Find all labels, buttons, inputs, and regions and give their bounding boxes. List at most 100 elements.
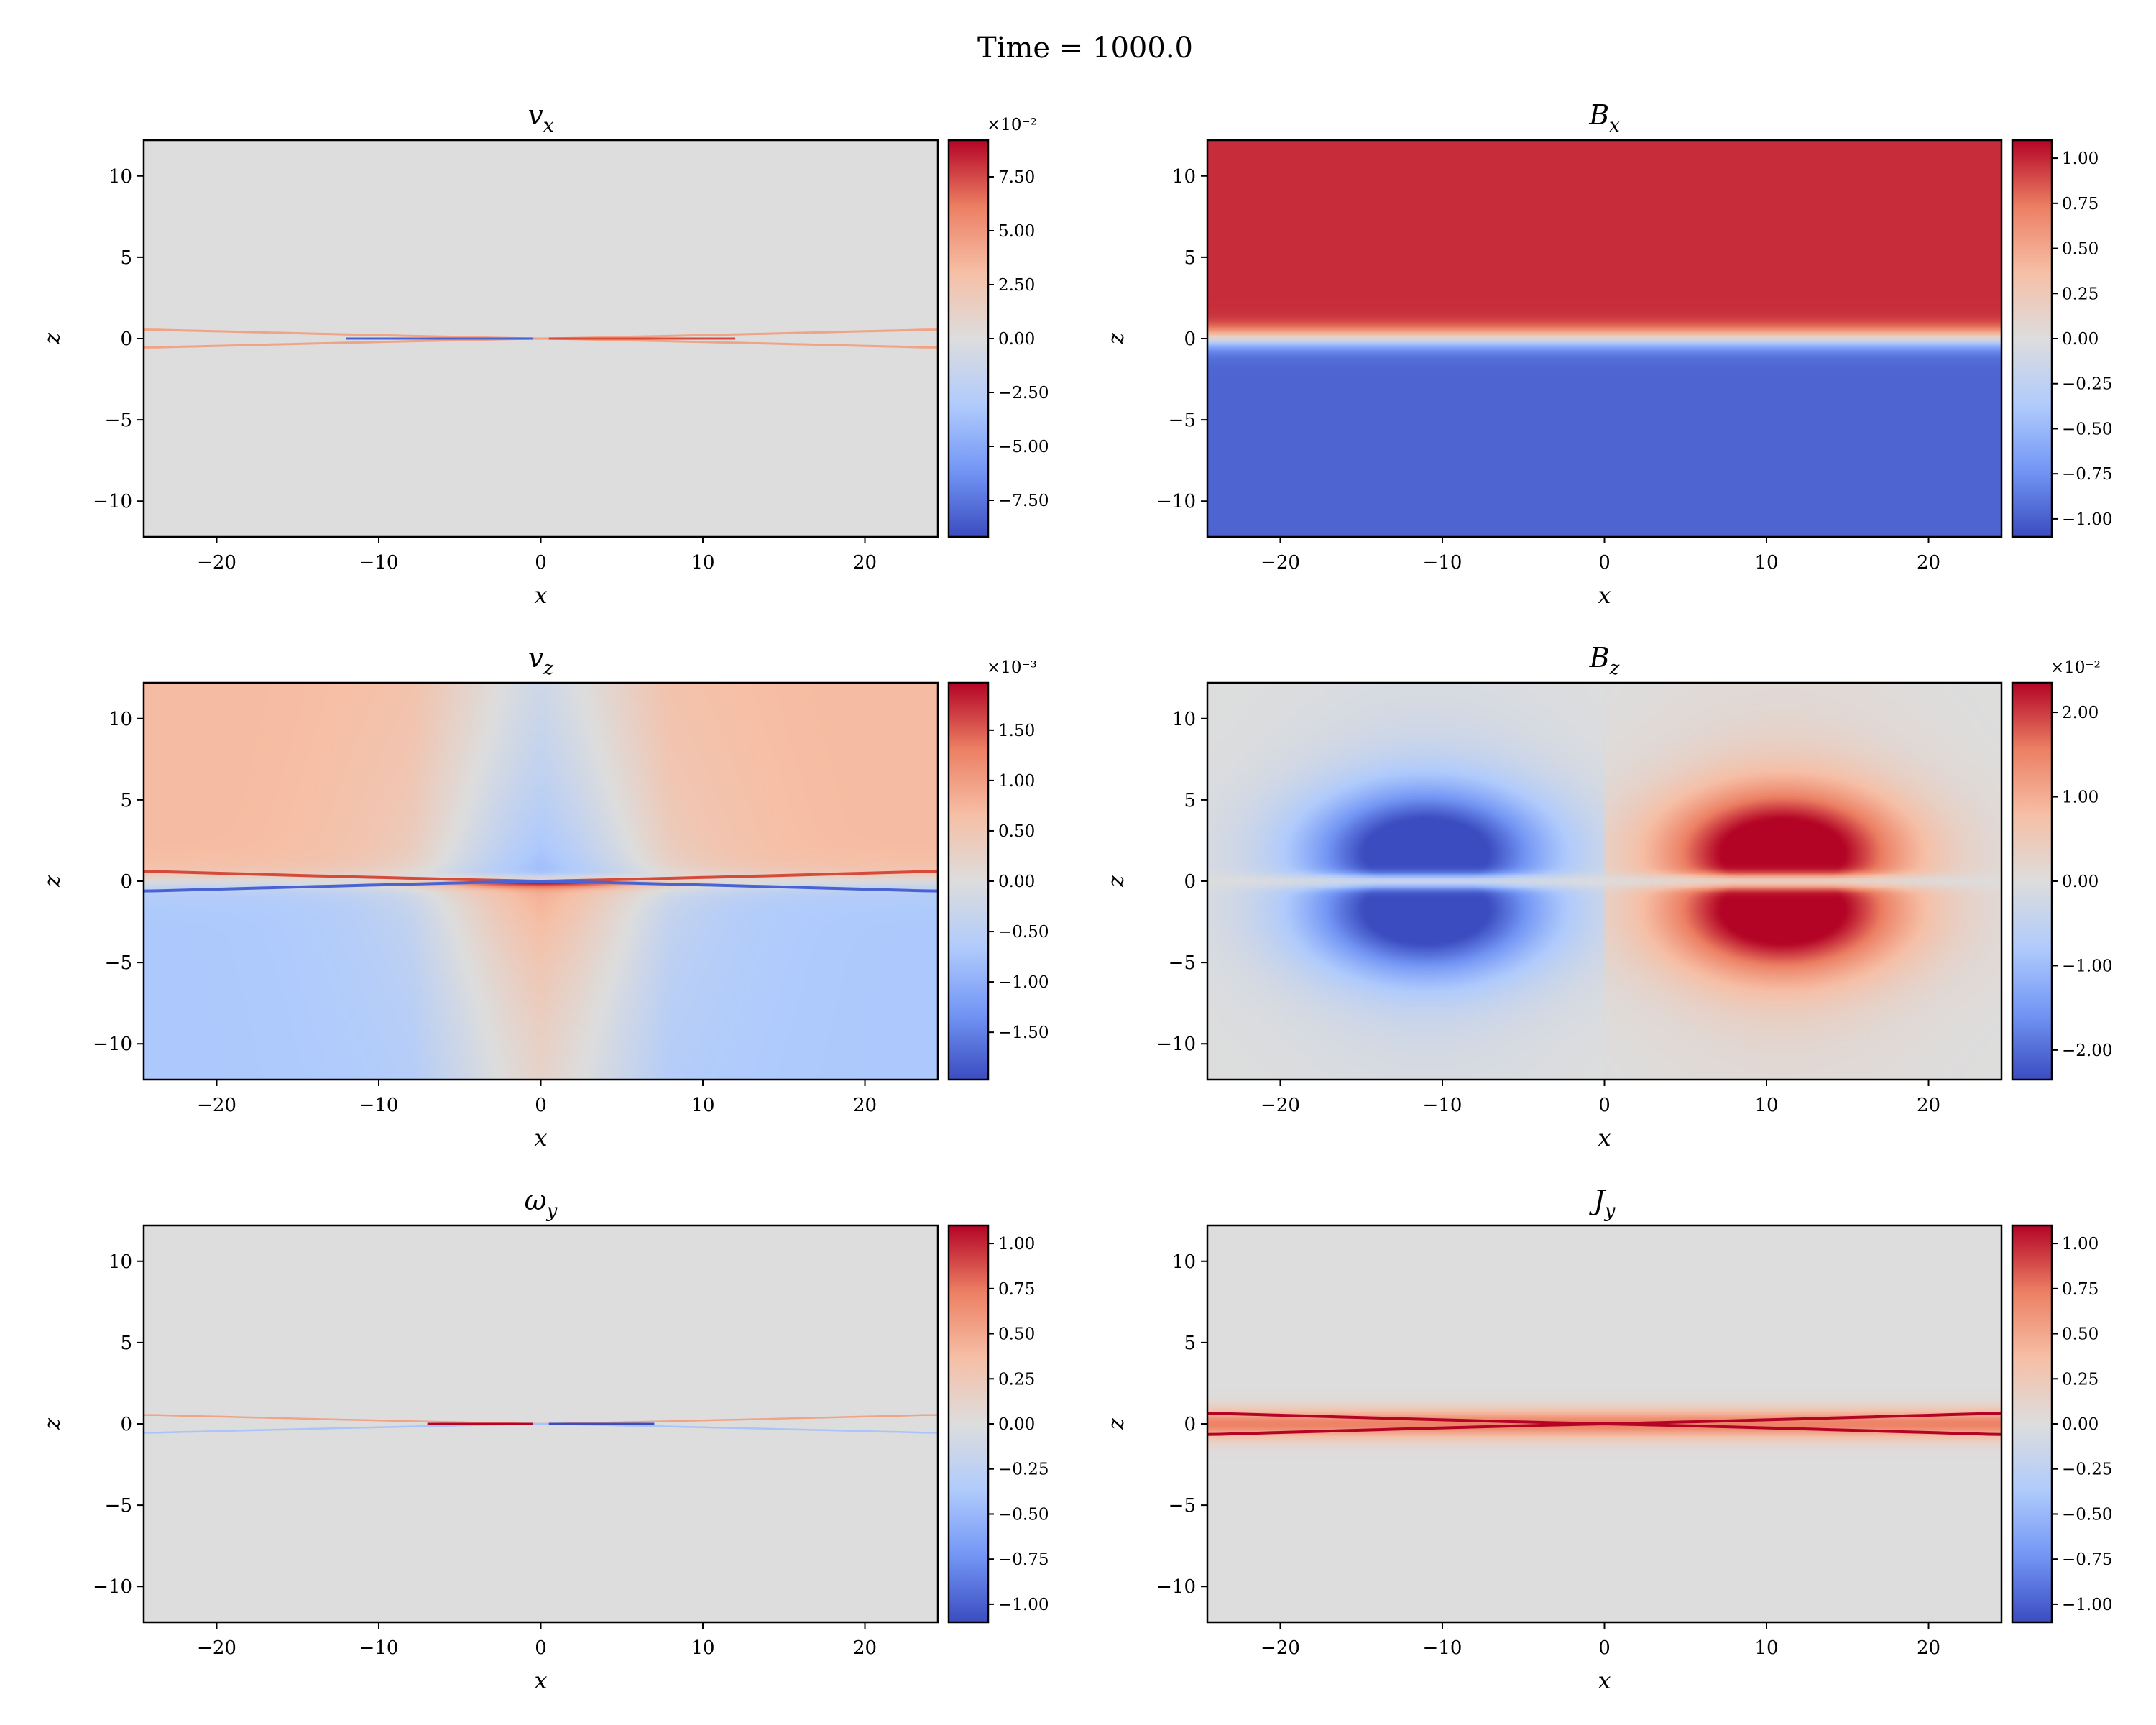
x-tick-label: 10	[1754, 552, 1778, 574]
colorbar-tick-label: 1.00	[2062, 150, 2099, 168]
colorbar-Bx: −1.00 −0.75 −0.50 −0.25 0.00 0.25 0.50 0.75 1.00	[2011, 139, 2112, 538]
panel-title: vx	[528, 99, 553, 137]
y-tick-label: 5	[120, 247, 132, 269]
y-tick-label: 5	[1184, 1333, 1196, 1354]
x-tick-label: −20	[197, 1095, 236, 1116]
colorbar-tick-label: −2.50	[998, 384, 1049, 402]
x-tick-label: 0	[1598, 1637, 1611, 1659]
x-tick-label: −10	[1423, 1095, 1462, 1116]
colorbar-tick-label: −0.25	[2062, 375, 2112, 394]
x-tick-label: −10	[359, 1637, 399, 1659]
colorbar-tick-label: 1.00	[2062, 1235, 2099, 1254]
y-tick-label: 10	[1172, 1251, 1196, 1273]
panel-Jy: −20 −10 0 10 20−10−50510xzJy−1.00−0.75−0.50−…	[1104, 1184, 2112, 1694]
panel-Bx: −20 −10 0 10 20−10−50510xzBx−1.00−0.75−0.50−…	[1104, 99, 2112, 609]
x-tick-label: 10	[1754, 1637, 1778, 1659]
y-tick-label: −5	[1169, 410, 1196, 431]
x-tick-label: −10	[1423, 552, 1462, 574]
figure-suptitle: Time = 1000.0	[977, 32, 1193, 65]
y-axis-label: z	[1104, 333, 1129, 345]
colorbar-tick-label: 1.00	[2062, 788, 2099, 807]
panel-Bz: −20 −10 0 10 20 −10 −5 0 5 10 x z Bz −2.00 −1.00 0.00 1.…	[1104, 642, 2112, 1151]
colorbar-tick-label: −7.50	[998, 492, 1049, 510]
x-tick-label: −20	[1261, 552, 1300, 574]
x-tick-label: 0	[1598, 552, 1611, 574]
y-tick-label: 5	[1184, 790, 1196, 811]
x-tick-label: 10	[691, 1637, 714, 1659]
colorbar-Jy: −1.00 −0.75 −0.50 −0.25 0.00 0.25 0.50 0.75 1.00	[2011, 1224, 2112, 1624]
colorbar-tick-label: 7.50	[998, 168, 1035, 187]
colorbar-tick-label: −1.00	[2062, 1596, 2112, 1614]
colorbar-tick-label: 0.50	[998, 1325, 1035, 1344]
y-tick-label: 10	[1172, 709, 1196, 730]
x-axis-label: x	[1598, 1667, 1611, 1694]
y-tick-label: 0	[120, 328, 132, 350]
y-tick-label: −5	[1169, 1495, 1196, 1517]
colorbar-tick-label: −0.75	[2062, 465, 2112, 484]
x-tick-label: 20	[1917, 1095, 1940, 1116]
colorbar-exponent: ×10⁻²	[2050, 658, 2101, 677]
x-axis-label: x	[534, 581, 547, 609]
colorbar-tick-label: 0.00	[998, 873, 1035, 891]
heatmap-Bx	[1207, 140, 2001, 537]
colorbar-gradient	[947, 1224, 990, 1624]
colorbar-tick-label: 0.25	[2062, 285, 2099, 303]
x-tick-label: 20	[853, 1637, 877, 1659]
heatmap-Bz	[1207, 683, 2001, 1080]
panel-vx: −20 −10 0 10 20 −10 −5 0 5 10 x z vx −7.50 −5.00 −2.50 0…	[40, 99, 1049, 609]
y-tick-label: −10	[93, 1034, 132, 1055]
x-tick-label: −20	[1261, 1637, 1300, 1659]
colorbar-tick-label: 0.75	[998, 1280, 1035, 1299]
x-tick-label: 20	[853, 1095, 877, 1116]
x-tick-label: 20	[1917, 552, 1940, 574]
panel-title: Jy	[1589, 1184, 1616, 1222]
colorbar-tick-label: 1.00	[998, 1235, 1035, 1254]
y-tick-label: −10	[93, 1576, 132, 1598]
y-tick-label: 5	[120, 1333, 132, 1354]
y-tick-label: −10	[1156, 1576, 1196, 1598]
y-tick-label: 10	[109, 1251, 132, 1273]
colorbar-gradient	[2011, 1224, 2053, 1624]
colorbar-tick-label: −1.00	[998, 1596, 1049, 1614]
x-axis-label: x	[534, 1667, 547, 1694]
y-tick-label: 10	[1172, 166, 1196, 188]
y-tick-label: −10	[93, 491, 132, 512]
colorbar-tick-label: −0.50	[998, 923, 1049, 942]
y-axis-label: z	[40, 333, 65, 345]
y-tick-label: −10	[1156, 1034, 1196, 1055]
colorbar-tick-label: 0.75	[2062, 1280, 2099, 1299]
y-tick-label: 0	[1184, 871, 1196, 893]
y-tick-label: −5	[105, 1495, 132, 1517]
colorbar-tick-label: 0.50	[998, 822, 1035, 841]
x-tick-label: −10	[359, 552, 399, 574]
y-tick-label: 0	[1184, 328, 1196, 350]
panel-title: Bx	[1588, 99, 1620, 137]
colorbar-tick-label: 0.00	[998, 330, 1035, 349]
colorbar-tick-label: −2.00	[2062, 1041, 2112, 1060]
colorbar-tick-label: −0.25	[998, 1460, 1049, 1479]
panel-wy: −20 −10 0 10 20−10−50510xzωy−1.00−0.75−0.50−…	[40, 1184, 1049, 1694]
y-tick-label: −5	[105, 952, 132, 974]
y-tick-label: −5	[105, 410, 132, 431]
colorbar-exponent: ×10⁻³	[987, 658, 1037, 677]
colorbar-wy: −1.00 −0.75 −0.50 −0.25 0.00 0.25 0.50 0.75 1.00	[947, 1224, 1049, 1624]
x-axis-label: x	[1598, 581, 1611, 609]
colorbar-tick-label: −0.50	[2062, 420, 2112, 438]
colorbar-tick-label: 0.50	[2062, 1325, 2099, 1344]
x-tick-label: −20	[197, 552, 236, 574]
x-tick-label: 20	[1917, 1637, 1940, 1659]
y-tick-label: 10	[109, 166, 132, 188]
y-tick-label: −10	[1156, 491, 1196, 512]
colorbar-tick-label: −0.50	[2062, 1505, 2112, 1524]
y-tick-label: 5	[1184, 247, 1196, 269]
colorbar-tick-label: 2.00	[2062, 704, 2099, 722]
x-tick-label: −10	[1423, 1637, 1462, 1659]
colorbar-tick-label: 0.25	[998, 1370, 1035, 1389]
x-tick-label: 0	[1598, 1095, 1611, 1116]
colorbar-vz: −1.50 −1.00 −0.50 0.00 0.50 1.00 1.50 ×10⁻³	[947, 658, 1049, 1081]
x-tick-label: −20	[197, 1637, 236, 1659]
x-axis-label: x	[1598, 1124, 1611, 1151]
panel-title: Bz	[1589, 642, 1620, 679]
colorbar-tick-label: 0.00	[2062, 330, 2099, 349]
